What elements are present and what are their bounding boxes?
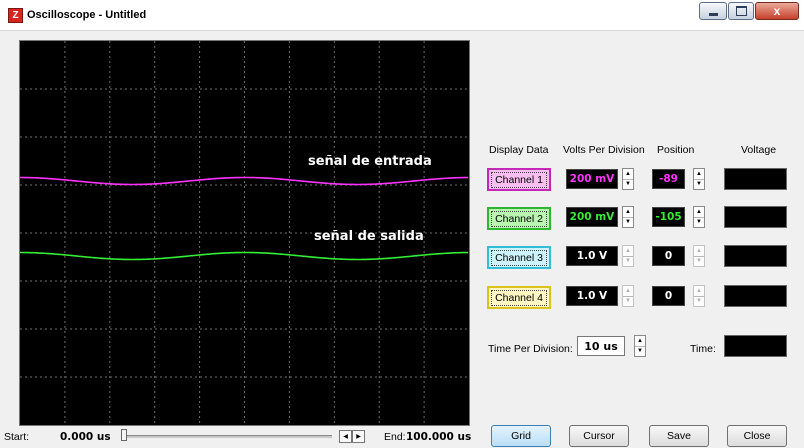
up-arrow-icon[interactable]: ▲ [694,246,704,257]
channel-1-position-display: -89 [652,169,685,189]
down-arrow-icon[interactable]: ▼ [696,258,702,265]
channel-1-volts-stepper[interactable]: ▲ ▼ [622,168,634,190]
header-volts-per-division: Volts Per Division [563,144,645,156]
up-arrow-icon[interactable]: ▲ [694,169,704,180]
header-voltage: Voltage [741,144,777,156]
up-arrow-icon[interactable]: ▲ [623,169,633,180]
down-arrow-icon[interactable]: ▼ [625,219,631,226]
end-value: 100.000 us [406,431,472,443]
minimize-button[interactable] [699,2,727,20]
channel-3-voltage-readout [724,245,787,267]
channel-4-position-stepper[interactable]: ▲ ▼ [693,285,705,307]
channel-2-button[interactable]: Channel 2 [487,207,551,230]
down-arrow-icon[interactable]: ▼ [625,298,631,305]
channel-2-voltage-readout [724,206,787,228]
channel-1-label: Channel 1 [491,171,547,188]
up-arrow-icon[interactable]: ▲ [623,286,633,297]
trace-label-output: señal de salida [314,229,424,244]
trace-label-input: señal de entrada [308,154,432,169]
channel-4-label: Channel 4 [491,289,547,306]
minimize-icon [708,12,718,16]
maximize-icon [735,6,747,16]
up-arrow-icon[interactable]: ▲ [623,246,633,257]
oscilloscope-screen[interactable]: señal de entrada señal de salida [19,40,470,426]
channel-1-voltage-readout [724,168,787,190]
cursor-button[interactable]: Cursor [569,425,629,447]
time-per-division-stepper[interactable]: ▲ ▼ [634,335,646,357]
channel-3-position-display: 0 [652,246,685,266]
header-display-data: Display Data [489,144,549,156]
channel-2-position-stepper[interactable]: ▲ ▼ [693,206,705,228]
channel-4-volts-display: 1.0 V [566,286,618,306]
time-per-division-label: Time Per Division: [488,343,573,355]
channel-2-volts-display: 200 mV [566,207,618,227]
channel-3-button[interactable]: Channel 3 [487,246,551,269]
maximize-button[interactable] [728,2,754,20]
end-label: End: [384,431,406,443]
channel-3-label: Channel 3 [491,249,547,266]
slider-step-buttons: ◀ ▶ [339,430,365,443]
down-arrow-icon[interactable]: ▼ [696,181,702,188]
time-slider-thumb[interactable] [121,429,127,441]
time-label: Time: [690,343,716,355]
start-value: 0.000 us [60,431,111,443]
close-button[interactable]: Close [727,425,787,447]
step-right-icon[interactable]: ▶ [352,430,365,443]
channel-3-position-stepper[interactable]: ▲ ▼ [693,245,705,267]
grid-button[interactable]: Grid [491,425,551,447]
down-arrow-icon[interactable]: ▼ [637,348,643,355]
scope-grid [20,41,469,425]
close-window-button[interactable]: x [755,2,799,20]
channel-4-button[interactable]: Channel 4 [487,286,551,309]
time-readout [724,335,787,357]
down-arrow-icon[interactable]: ▼ [625,258,631,265]
trace-channel-2 [20,251,469,261]
header-position: Position [657,144,695,156]
up-arrow-icon[interactable]: ▲ [623,207,633,218]
channel-4-volts-stepper[interactable]: ▲ ▼ [622,285,634,307]
time-per-division-display: 10 us [577,336,625,356]
channel-1-position-stepper[interactable]: ▲ ▼ [693,168,705,190]
close-icon: x [773,4,781,18]
window-controls: x [698,2,799,22]
channel-2-position-display: -105 [652,207,685,227]
start-label: Start: [4,431,30,443]
app-icon: Z [8,8,23,23]
down-arrow-icon[interactable]: ▼ [696,219,702,226]
down-arrow-icon[interactable]: ▼ [625,181,631,188]
channel-4-position-display: 0 [652,286,685,306]
trace-channel-1 [20,176,469,186]
channel-3-volts-stepper[interactable]: ▲ ▼ [622,245,634,267]
channel-2-label: Channel 2 [491,210,547,227]
channel-2-volts-stepper[interactable]: ▲ ▼ [622,206,634,228]
save-button[interactable]: Save [649,425,709,447]
scope-display [20,41,469,425]
title-bar: Z Oscilloscope - Untitled x [0,0,804,31]
up-arrow-icon[interactable]: ▲ [694,286,704,297]
channel-3-volts-display: 1.0 V [566,246,618,266]
channel-1-volts-display: 200 mV [566,169,618,189]
channel-4-voltage-readout [724,285,787,307]
time-slider-track[interactable] [126,435,332,438]
window-title: Oscilloscope - Untitled [27,9,147,21]
down-arrow-icon[interactable]: ▼ [696,298,702,305]
channel-1-button[interactable]: Channel 1 [487,168,551,191]
up-arrow-icon[interactable]: ▲ [694,207,704,218]
step-left-icon[interactable]: ◀ [339,430,352,443]
up-arrow-icon[interactable]: ▲ [635,336,645,347]
